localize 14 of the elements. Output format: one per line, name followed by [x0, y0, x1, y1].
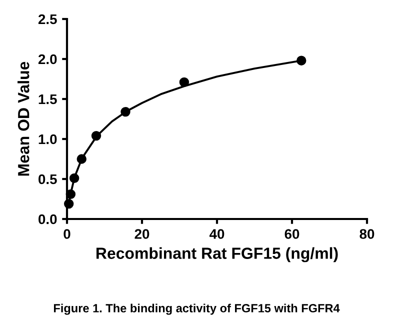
x-tick-label: 40: [209, 229, 224, 239]
y-tick-label: 1.0: [38, 134, 57, 144]
y-axis-title: Mean OD Value: [18, 62, 30, 176]
y-tick-label: 1.5: [38, 94, 57, 104]
x-axis-title: Recombinant Rat FGF15 (ng/ml): [96, 247, 338, 262]
x-tick-label: 20: [134, 229, 150, 239]
y-tick-label: 0.0: [38, 214, 57, 224]
y-tick-label: 2.0: [38, 54, 57, 64]
caption: Figure 1. The binding activity of FGF15 with FGFR4: [54, 304, 340, 315]
y-tick-label: 2.5: [38, 14, 57, 24]
x-tick-label: 80: [360, 229, 374, 239]
x-tick-label: 0: [64, 229, 70, 239]
y-tick-label: 0.5: [38, 174, 57, 184]
x-tick-label: 60: [284, 229, 300, 239]
